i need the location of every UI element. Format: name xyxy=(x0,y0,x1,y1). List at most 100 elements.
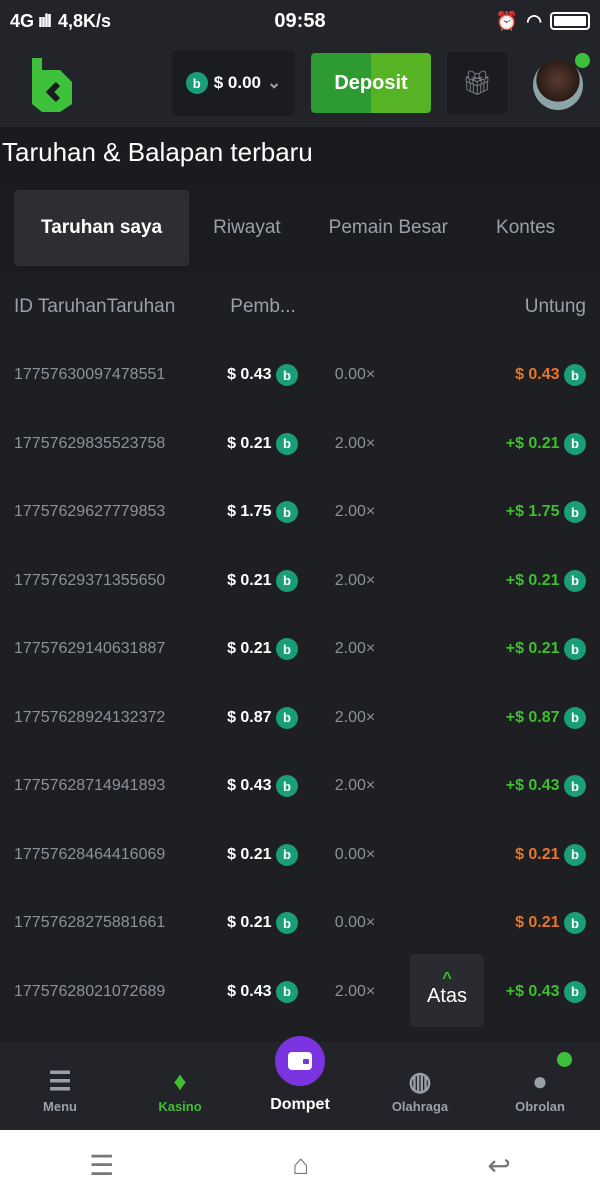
bet-id: 17757628714941893 xyxy=(14,777,166,795)
balance-amount: $ 0.00 xyxy=(213,73,261,92)
coin-icon: b xyxy=(276,912,298,935)
balance-selector[interactable]: b $ 0.00 ⌄ xyxy=(172,50,295,116)
coin-icon: b xyxy=(276,706,298,729)
profit-value: +$ 0.21 xyxy=(505,434,560,452)
table-row[interactable]: 17757629835523758 $ 0.21 b 2.00× +$ 0.21… xyxy=(0,410,600,479)
coin-icon: b xyxy=(564,569,586,592)
profit-value: +$ 0.87 xyxy=(505,708,560,726)
profit: $ 0.21 b xyxy=(400,843,586,866)
online-indicator xyxy=(575,53,590,68)
bet-amount: $ 0.43 b xyxy=(175,364,310,387)
col-bet: Taruhan xyxy=(106,296,176,317)
recent-apps-icon[interactable]: ☰ xyxy=(89,1149,115,1181)
table-row[interactable]: 17757629371355650 $ 0.21 b 2.00× +$ 0.21… xyxy=(0,547,600,616)
nav-label: Dompet xyxy=(270,1096,330,1113)
coin-icon: b xyxy=(276,980,298,1003)
multiplier: 2.00× xyxy=(334,708,376,726)
bet-amount: $ 0.87 b xyxy=(175,706,310,729)
casino-cards-icon: ♦ xyxy=(173,1066,187,1096)
bet-id: 17757628924132372 xyxy=(14,708,166,726)
table-row[interactable]: 17757629140631887 $ 0.21 b 2.00× +$ 0.21… xyxy=(0,615,600,684)
bet-id: 17757629627779853 xyxy=(14,503,166,521)
bet-amount-value: $ 0.21 xyxy=(227,571,272,589)
col-multiplier: Pemb... xyxy=(230,296,296,317)
signal-icon: ıılI xyxy=(38,10,52,31)
bet-amount-value: $ 0.43 xyxy=(227,366,272,384)
bet-id: 17757628275881661 xyxy=(14,914,166,932)
alarm-icon: ⏰ xyxy=(495,10,519,31)
coin-icon: b xyxy=(564,432,586,455)
table-row[interactable]: 17757629627779853 $ 1.75 b 2.00× +$ 1.75… xyxy=(0,478,600,547)
bet-amount: $ 0.21 b xyxy=(175,843,310,866)
coin-icon: b xyxy=(276,569,298,592)
deposit-button[interactable]: Deposit xyxy=(311,53,431,113)
table-row[interactable]: 17757630097478551 $ 0.43 b 0.00× $ 0.43 … xyxy=(0,341,600,410)
app-header: b $ 0.00 ⌄ Deposit 🎁︎ xyxy=(0,42,600,127)
col-profit: Untung xyxy=(524,296,586,317)
profit: $ 0.21 b xyxy=(400,912,586,935)
avatar[interactable] xyxy=(533,60,583,110)
bet-amount-value: $ 0.87 xyxy=(227,708,272,726)
nav-label: Menu xyxy=(43,1099,77,1114)
profit-value: +$ 1.75 xyxy=(505,503,560,521)
multiplier: 0.00× xyxy=(334,845,376,863)
multiplier: 2.00× xyxy=(334,640,376,658)
nav-wallet[interactable]: Dompet xyxy=(240,1036,360,1130)
bet-id: 17757629371355650 xyxy=(14,571,166,589)
bet-amount: $ 0.21 b xyxy=(175,912,310,935)
bet-amount: $ 1.75 b xyxy=(175,501,310,524)
profit-value: +$ 0.43 xyxy=(505,982,560,1000)
back-to-top-button[interactable]: ^ Atas xyxy=(410,954,484,1027)
tab-high-rollers[interactable]: Pemain Besar xyxy=(328,217,449,238)
coin-icon: b xyxy=(564,364,586,387)
profit: +$ 0.43 b xyxy=(400,980,586,1003)
table-row[interactable]: 17757628924132372 $ 0.87 b 2.00× +$ 0.87… xyxy=(0,684,600,753)
home-icon[interactable]: ⌂ xyxy=(292,1149,310,1180)
back-to-top-label: Atas xyxy=(426,985,468,1007)
table-row[interactable]: 17757628275881661 $ 0.21 b 0.00× $ 0.21 … xyxy=(0,889,600,958)
nav-casino[interactable]: ♦ Kasino xyxy=(120,1042,240,1130)
profit-value: $ 0.21 xyxy=(515,914,560,932)
clock: 09:58 xyxy=(274,9,326,32)
table-row[interactable]: 17757628714941893 $ 0.43 b 2.00× +$ 0.43… xyxy=(0,752,600,821)
tab-contests[interactable]: Kontes xyxy=(496,217,556,238)
multiplier: 2.00× xyxy=(334,571,376,589)
table-row[interactable]: 17757628464416069 $ 0.21 b 0.00× $ 0.21 … xyxy=(0,821,600,890)
nav-menu[interactable]: ☰ Menu xyxy=(0,1042,120,1130)
chat-notification-dot xyxy=(557,1052,572,1067)
coin-icon: b xyxy=(276,432,298,455)
tab-history[interactable]: Riwayat xyxy=(213,217,281,238)
profit: +$ 0.21 b xyxy=(400,638,586,661)
profit-value: +$ 0.43 xyxy=(505,777,560,795)
bet-amount-value: $ 0.43 xyxy=(227,982,272,1000)
gift-button[interactable]: 🎁︎ xyxy=(447,52,507,114)
bet-id: 17757629140631887 xyxy=(14,640,166,658)
nav-sports[interactable]: ◍ Olahraga xyxy=(360,1042,480,1130)
bet-amount-value: $ 0.21 xyxy=(227,845,272,863)
profit-value: +$ 0.21 xyxy=(505,571,560,589)
tab-bar: Taruhan saya Riwayat Pemain Besar Kontes xyxy=(0,183,600,273)
profit: +$ 0.21 b xyxy=(400,569,586,592)
nav-label: Obrolan xyxy=(515,1099,565,1114)
bet-amount: $ 0.21 b xyxy=(175,569,310,592)
profit-value: $ 0.43 xyxy=(515,366,560,384)
gift-icon: 🎁︎ xyxy=(461,69,493,97)
nav-chat[interactable]: ● Obrolan xyxy=(480,1042,600,1130)
menu-icon: ☰ xyxy=(48,1066,72,1096)
bet-amount-value: $ 0.21 xyxy=(227,914,272,932)
network-speed: 4,8K/s xyxy=(58,10,112,31)
status-bar: 4G ıılI 4,8K/s 09:58 ⏰ ◠ xyxy=(0,0,600,42)
multiplier: 2.00× xyxy=(334,777,376,795)
bet-amount-value: $ 1.75 xyxy=(227,503,272,521)
profit: +$ 0.43 b xyxy=(400,775,586,798)
back-icon[interactable]: ↩ xyxy=(487,1149,511,1181)
bets-table-body: 17757630097478551 $ 0.43 b 0.00× $ 0.43 … xyxy=(0,341,600,1026)
table-row[interactable]: 17757628021072689 $ 0.43 b 2.00× +$ 0.43… xyxy=(0,958,600,1027)
tab-my-bets[interactable]: Taruhan saya xyxy=(14,190,190,266)
bet-amount-value: $ 0.21 xyxy=(227,640,272,658)
coin-icon: b xyxy=(185,72,208,94)
bet-amount: $ 0.43 b xyxy=(175,775,310,798)
bottom-nav: ☰ Menu ♦ Kasino Dompet ◍ Olahraga ● Obrolan xyxy=(0,1036,600,1130)
profit: +$ 0.87 b xyxy=(400,706,586,729)
chevron-up-icon: ^ xyxy=(442,970,452,987)
